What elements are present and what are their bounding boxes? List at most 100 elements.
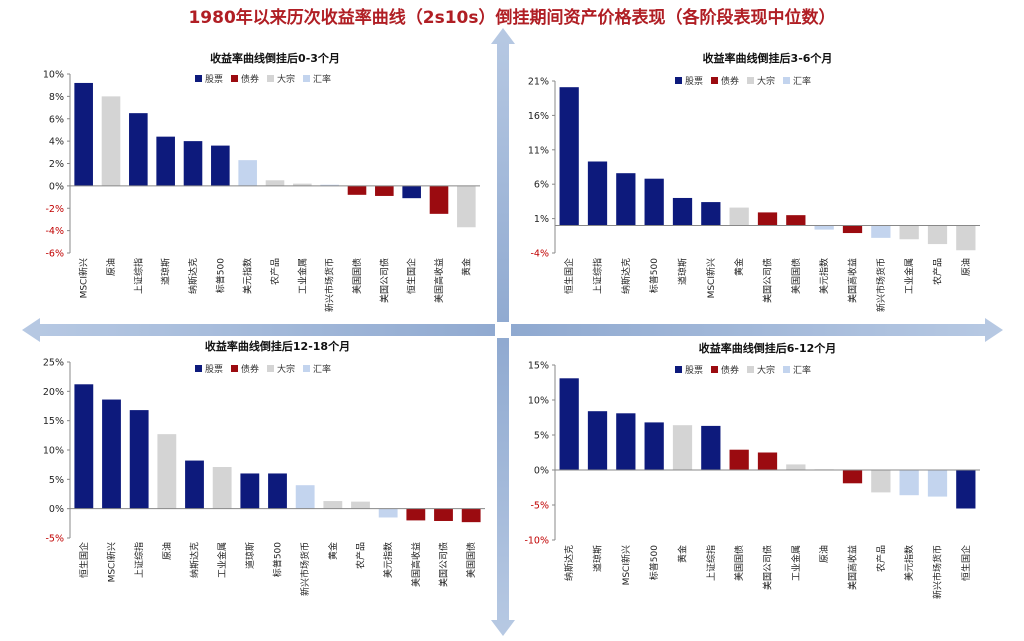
y-tick-label: 5% <box>534 431 549 442</box>
x-category-label: 美国公司债 <box>378 258 390 303</box>
bar-bond <box>842 470 863 484</box>
legend-item-fx: 汇率 <box>783 75 811 87</box>
chart-title: 收益率曲线倒挂后6-12个月 <box>699 341 837 355</box>
chart-title: 收益率曲线倒挂后0-3个月 <box>210 51 340 65</box>
x-category-label: 新兴市场货币 <box>875 258 887 312</box>
y-tick-label: 0% <box>49 504 64 515</box>
bar-stock <box>183 141 203 186</box>
legend-swatch <box>303 75 310 82</box>
bar-fx <box>927 470 948 497</box>
bar-stock <box>616 413 636 470</box>
y-tick-label: 16% <box>528 111 549 122</box>
legend-label: 大宗 <box>277 363 295 375</box>
x-category-label: 美元指数 <box>242 258 254 294</box>
legend-item-fx: 汇率 <box>783 364 811 376</box>
x-category-label: 美国公司债 <box>762 545 774 590</box>
x-category-label: 农产品 <box>932 258 944 285</box>
y-tick-label: 0% <box>534 466 549 477</box>
bar-stock <box>156 136 175 186</box>
legend-item-bond: 债券 <box>711 364 739 376</box>
legend-item-stock: 股票 <box>675 365 703 376</box>
bar-fx <box>814 225 834 230</box>
chart-panel-3-6m: 收益率曲线倒挂后3-6个月 股票 债券 大宗 汇率 -4% 1% 6% 11% 16% 21% 恒生国… <box>515 48 990 318</box>
bar-stock <box>559 378 579 470</box>
bar-bond <box>757 212 778 226</box>
bar-stock <box>559 87 579 226</box>
bar-commodity <box>323 501 343 509</box>
bar-stock <box>587 161 608 226</box>
legend-label: 股票 <box>205 364 223 375</box>
legend-label: 大宗 <box>757 75 775 87</box>
x-category-label: 上证综指 <box>133 542 145 578</box>
legend-item-stock: 股票 <box>195 74 223 85</box>
bar-bond <box>786 215 806 226</box>
y-tick-label: 2% <box>49 159 64 170</box>
bar-bond <box>406 508 426 521</box>
x-category-label: 恒生国企 <box>406 258 418 294</box>
legend-item-stock: 股票 <box>195 364 223 375</box>
x-category-label: 恒生国企 <box>78 542 90 578</box>
x-category-label: 原油 <box>960 258 972 276</box>
x-category-label: 原油 <box>818 545 830 563</box>
x-category-label: 美国公司债 <box>762 258 774 303</box>
x-category-label: 美国高收益 <box>847 545 859 590</box>
legend-item-commodity: 大宗 <box>267 363 295 375</box>
legend-label: 大宗 <box>757 364 775 376</box>
legend-swatch <box>747 366 754 373</box>
bar-commodity <box>101 96 121 186</box>
y-tick-label: -4% <box>46 226 65 237</box>
y-tick-label: 6% <box>49 114 64 125</box>
x-category-label: 美元指数 <box>382 542 394 578</box>
bar-bond <box>347 185 367 195</box>
chart-title: 收益率曲线倒挂后12-18个月 <box>205 340 350 353</box>
y-tick-label: -5% <box>531 501 550 512</box>
x-category-label: 标普500 <box>648 545 660 580</box>
bar-bond <box>842 225 863 234</box>
legend-swatch <box>267 75 274 82</box>
bar-commodity <box>293 183 312 186</box>
legend-label: 股票 <box>685 76 703 87</box>
legend-item-stock: 股票 <box>675 76 703 87</box>
x-category-label: 工业金属 <box>216 542 228 578</box>
bar-stock <box>616 173 636 226</box>
y-tick-label: -10% <box>524 536 549 547</box>
bar-commodity <box>672 425 693 470</box>
x-category-label: 新兴市场货币 <box>324 258 336 312</box>
bar-fx <box>295 485 315 509</box>
bar-bond <box>757 452 778 470</box>
x-category-label: 农产品 <box>269 258 281 285</box>
x-category-label: 上证综指 <box>132 258 144 294</box>
legend-label: 汇率 <box>793 75 811 87</box>
y-tick-label: -5% <box>46 534 65 545</box>
bar-stock <box>74 82 93 186</box>
legend-label: 汇率 <box>313 73 331 85</box>
x-category-label: 纳斯达克 <box>189 542 201 578</box>
y-tick-label: 0% <box>49 181 64 192</box>
x-category-label: 美国公司债 <box>438 542 450 587</box>
page-title: 1980年以来历次收益率曲线（2s10s）倒挂期间资产价格表现（各阶段表现中位数… <box>188 8 836 28</box>
legend-item-fx: 汇率 <box>303 363 331 375</box>
x-category-label: 美国国债 <box>465 542 477 578</box>
legend-label: 债券 <box>721 364 739 376</box>
y-tick-label: 11% <box>528 145 549 156</box>
bar-commodity <box>899 225 919 240</box>
bar-commodity <box>729 207 749 226</box>
x-category-label: MSCI新兴 <box>705 258 717 298</box>
x-category-label: 工业金属 <box>296 258 308 294</box>
legend-label: 债券 <box>241 363 259 375</box>
bar-commodity <box>212 467 232 509</box>
chart-title: 收益率曲线倒挂后3-6个月 <box>703 51 833 65</box>
x-category-label: 美国高收益 <box>433 258 445 303</box>
bar-stock <box>644 422 664 470</box>
x-category-label: MSCI新兴 <box>78 258 90 298</box>
legend-label: 大宗 <box>277 73 295 85</box>
x-category-label: 道琼斯 <box>592 545 604 572</box>
legend-label: 股票 <box>685 365 703 376</box>
legend-swatch <box>711 77 718 84</box>
y-tick-label: 10% <box>43 446 64 457</box>
bar-stock <box>129 410 149 509</box>
x-category-label: 标普500 <box>648 258 660 293</box>
x-category-label: 纳斯达克 <box>563 545 575 581</box>
